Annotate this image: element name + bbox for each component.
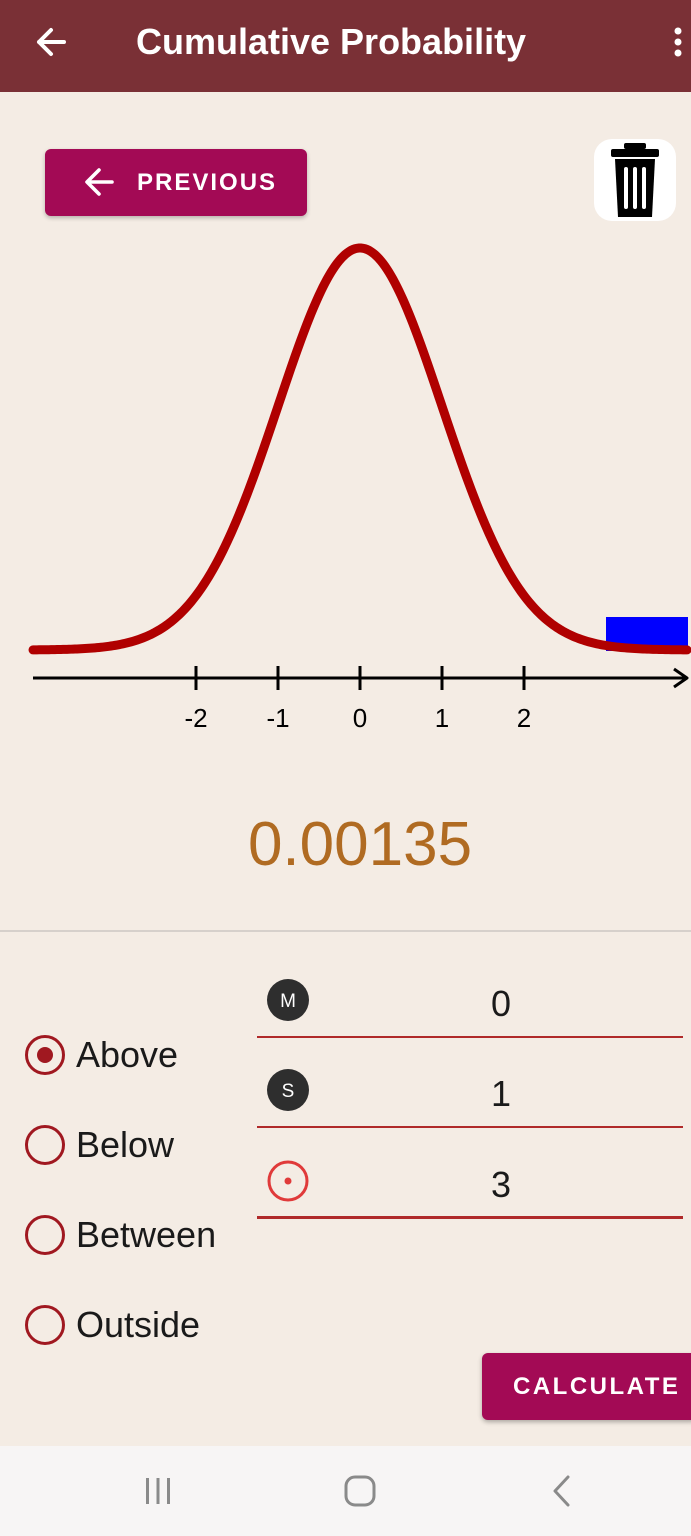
x-tick-label: 0 — [353, 703, 367, 733]
radio-selected-dot — [37, 1047, 53, 1063]
system-nav-bar — [0, 1446, 691, 1536]
calculate-button[interactable]: CALCULATE — [482, 1353, 691, 1420]
mean-icon: M — [267, 979, 309, 1021]
x-value[interactable]: 3 — [490, 1164, 512, 1205]
radio-between[interactable] — [25, 1215, 65, 1255]
x-tick-label: 2 — [517, 703, 531, 733]
previous-button[interactable]: PREVIOUS — [45, 149, 307, 216]
x-value-field[interactable]: 3 — [257, 1149, 683, 1219]
app-bar: Cumulative Probability — [0, 0, 691, 92]
x-axis-arrow — [673, 667, 689, 689]
option-below[interactable]: Below — [25, 1115, 255, 1175]
svg-text:S: S — [282, 1081, 295, 1102]
mean-value[interactable]: 0 — [490, 983, 512, 1024]
back-button[interactable] — [30, 22, 74, 62]
radio-outside[interactable] — [25, 1305, 65, 1345]
option-above-label: Above — [76, 1034, 179, 1075]
more-options-button[interactable] — [662, 22, 691, 62]
arrow-left-icon — [37, 28, 66, 56]
probability-result: 0.00135 — [247, 810, 473, 879]
option-above[interactable]: Above — [25, 1025, 255, 1085]
calculate-button-label: CALCULATE — [513, 1373, 681, 1400]
std-dev-icon: S — [267, 1069, 309, 1111]
more-vert-icon — [674, 27, 682, 57]
radio-below[interactable] — [25, 1125, 65, 1165]
page-title: Cumulative Probability — [136, 21, 527, 62]
previous-button-label: PREVIOUS — [137, 169, 278, 196]
option-outside-label: Outside — [76, 1304, 201, 1345]
option-outside[interactable]: Outside — [25, 1295, 255, 1355]
arrow-left-icon — [85, 168, 114, 196]
x-tick-label: 1 — [435, 703, 449, 733]
option-below-label: Below — [76, 1124, 175, 1165]
trash-icon — [611, 143, 659, 217]
divider — [0, 930, 691, 932]
normal-distribution-chart: -2 -1 0 1 2 — [28, 243, 691, 733]
nav-back-icon[interactable] — [537, 1466, 587, 1516]
home-icon[interactable] — [335, 1466, 385, 1516]
target-icon — [267, 1160, 309, 1202]
option-between[interactable]: Between — [25, 1205, 255, 1265]
std-dev-field[interactable]: S 1 — [257, 1058, 683, 1128]
mean-field[interactable]: M 0 — [257, 968, 683, 1038]
std-dev-value[interactable]: 1 — [490, 1073, 512, 1114]
radio-above[interactable] — [25, 1035, 65, 1075]
x-tick-label: -1 — [266, 703, 289, 733]
x-tick-label: -2 — [184, 703, 207, 733]
recents-icon[interactable] — [133, 1466, 183, 1516]
density-curve — [28, 243, 691, 655]
svg-text:M: M — [280, 991, 296, 1012]
option-between-label: Between — [76, 1214, 217, 1255]
clear-button[interactable] — [594, 139, 676, 221]
